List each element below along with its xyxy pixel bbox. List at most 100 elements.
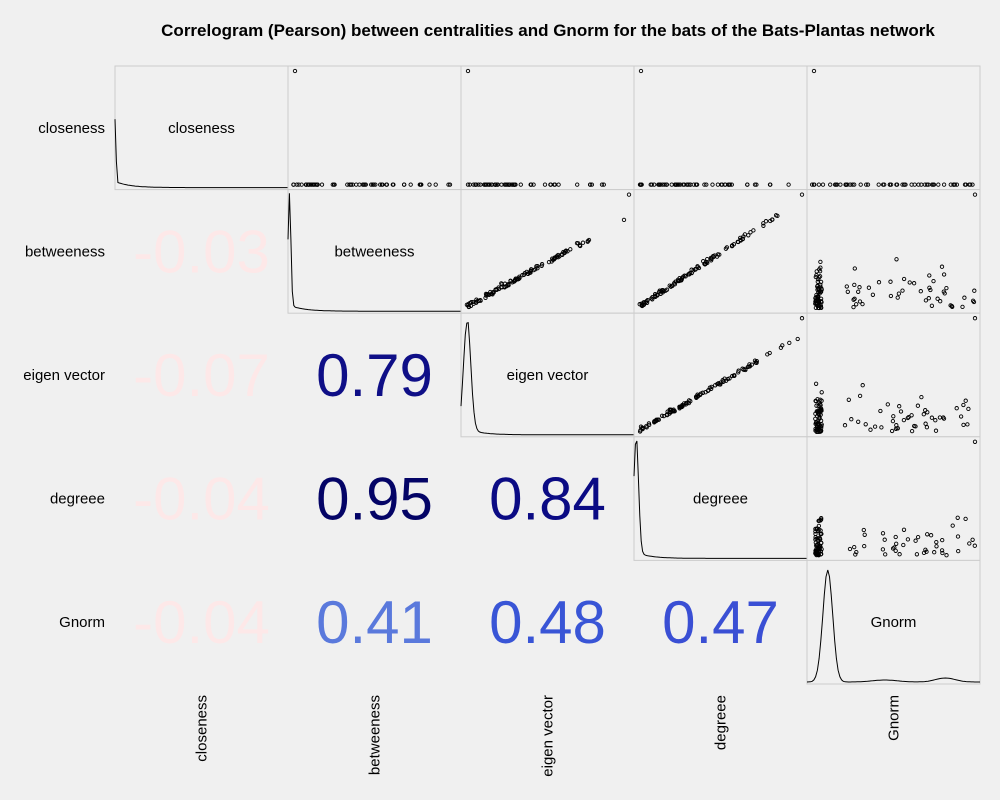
- scatter-point: [911, 281, 917, 286]
- scatter-point: [345, 182, 350, 187]
- scatter-point: [907, 280, 912, 285]
- scatter-point: [639, 302, 645, 308]
- scatter-point: [813, 420, 819, 425]
- scatter-point: [542, 182, 548, 187]
- scatter-point: [854, 549, 859, 555]
- row-label-degreee: degreee: [50, 491, 105, 508]
- scatter-point: [446, 182, 451, 187]
- scatter-point: [915, 534, 921, 540]
- scatter-point: [662, 182, 667, 187]
- density-curve: [287, 193, 461, 312]
- scatter-point: [952, 182, 958, 187]
- scatter-point: [554, 254, 560, 259]
- scatter-point: [909, 428, 915, 434]
- scatter-point: [882, 182, 887, 187]
- scatter-cell: [633, 65, 808, 191]
- scatter-point: [487, 182, 492, 187]
- scatter-point: [522, 271, 527, 276]
- scatter-point: [691, 268, 696, 273]
- scatter-point: [761, 221, 766, 226]
- scatter-point: [753, 360, 758, 365]
- scatter-point: [700, 390, 705, 395]
- scatter-point: [893, 534, 898, 540]
- scatter-point: [296, 182, 301, 187]
- scatter-point: [817, 416, 822, 421]
- scatter-point: [799, 316, 805, 321]
- scatter-point: [814, 403, 819, 408]
- scatter-point: [909, 182, 914, 187]
- scatter-point: [704, 182, 709, 187]
- scatter-point: [640, 425, 645, 430]
- scatter-point: [528, 268, 533, 273]
- correlation-value: 0.84: [489, 466, 606, 533]
- diagonal-label-closeness: closeness: [168, 120, 235, 137]
- scatter-point: [303, 182, 309, 187]
- correlation-cell: 0.47: [662, 589, 779, 656]
- scatter-point: [860, 301, 865, 307]
- scatter-point: [697, 392, 703, 398]
- scatter-point: [962, 295, 967, 300]
- scatter-point: [852, 296, 857, 301]
- scatter-point: [818, 299, 824, 304]
- scatter-point: [499, 182, 504, 187]
- scatter-point: [652, 292, 658, 297]
- scatter-point: [506, 182, 512, 187]
- scatter-point: [311, 182, 317, 187]
- scatter-point: [369, 182, 374, 187]
- diagonal-label-eigen-vector: eigen vector: [507, 367, 589, 384]
- diagonal-cell-eigen-vector: eigen vector: [460, 312, 635, 438]
- scatter-point: [926, 182, 931, 187]
- density-curve: [114, 119, 288, 189]
- scatter-point: [817, 269, 823, 274]
- scatter-point: [901, 527, 907, 532]
- scatter-point: [559, 252, 564, 257]
- scatter-point: [685, 182, 690, 187]
- scatter-point: [427, 182, 432, 187]
- scatter-point: [754, 182, 759, 187]
- scatter-point: [816, 182, 822, 187]
- scatter-point: [860, 383, 865, 388]
- scatter-point: [813, 537, 818, 542]
- scatter-point: [763, 219, 769, 224]
- scatter-point: [846, 397, 851, 402]
- scatter-point: [813, 398, 818, 404]
- scatter-point: [638, 68, 644, 74]
- scatter-point: [673, 182, 679, 187]
- scatter-point: [652, 182, 657, 187]
- scatter-point: [919, 182, 924, 187]
- scatter-point: [702, 182, 707, 187]
- column-label-degreee: degreee: [713, 695, 730, 750]
- scatter-point: [506, 282, 511, 287]
- scatter-point: [390, 182, 395, 187]
- scatter-point: [487, 292, 492, 297]
- scatter-point: [814, 300, 820, 306]
- correlation-cell: 0.48: [489, 589, 606, 656]
- scatter-point: [740, 236, 745, 242]
- scatter-point: [660, 287, 665, 293]
- correlation-value: -0.04: [133, 589, 270, 656]
- scatter-point: [723, 246, 729, 251]
- scatter-point: [658, 182, 663, 187]
- scatter-point: [956, 548, 961, 554]
- correlation-cell: -0.07: [133, 342, 270, 409]
- scatter-point: [513, 276, 518, 281]
- scatter-point: [819, 398, 824, 403]
- scatter-point: [895, 295, 900, 300]
- scatter-point: [814, 409, 819, 414]
- scatter-point: [741, 367, 746, 372]
- scatter-point: [954, 406, 959, 411]
- scatter-point: [852, 182, 857, 187]
- scatter-point: [940, 550, 945, 556]
- scatter-point: [909, 413, 914, 418]
- correlation-cell: -0.04: [133, 589, 270, 656]
- scatter-point: [938, 299, 943, 304]
- scatter-point: [661, 413, 667, 419]
- scatter-point: [795, 336, 800, 342]
- diagonal-label-degreee: degreee: [693, 491, 748, 508]
- scatter-point: [940, 537, 945, 543]
- scatter-point: [767, 182, 773, 187]
- scatter-point: [880, 531, 886, 536]
- scatter-point: [731, 242, 737, 247]
- scatter-point: [711, 254, 716, 260]
- scatter-point: [816, 287, 822, 292]
